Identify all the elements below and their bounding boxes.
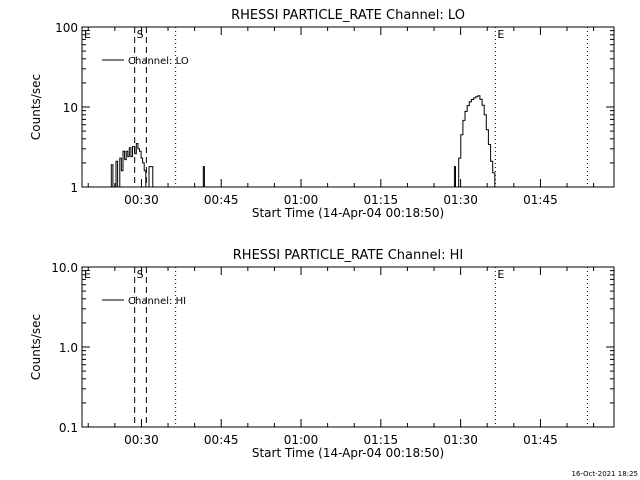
y-axis-label: Counts/sec: [29, 74, 43, 140]
legend-label: Channel: HI: [128, 296, 186, 307]
y-tick-label: 10.0: [51, 261, 78, 275]
x-tick-label: 01:15: [364, 433, 399, 447]
x-tick-label: 01:00: [284, 433, 319, 447]
chart-title: RHESSI PARTICLE_RATE Channel: LO: [231, 8, 465, 23]
y-tick-label: 0.1: [59, 421, 78, 435]
marker-letter: E: [497, 28, 504, 41]
x-tick-label: 01:30: [443, 433, 478, 447]
x-tick-label: 01:45: [523, 193, 558, 207]
marker-letter: S: [137, 28, 144, 41]
x-tick-label: 00:30: [124, 433, 159, 447]
y-axis-label: Counts/sec: [29, 314, 43, 380]
marker-letter: E: [497, 268, 504, 281]
marker-letter: E: [84, 28, 91, 41]
legend-label: Channel: LO: [128, 56, 189, 67]
x-tick-label: 00:30: [124, 193, 159, 207]
plot-frame: [81, 266, 615, 428]
marker-letter: S: [137, 268, 144, 281]
series-line-segment: [457, 95, 496, 188]
x-axis-label: Start Time (14-Apr-04 00:18:50): [252, 446, 444, 460]
series-line-segment: [110, 143, 147, 188]
marker-letter: E: [84, 268, 91, 281]
plot-frame: [81, 26, 615, 188]
x-tick-label: 01:45: [523, 433, 558, 447]
timestamp-text: 16-Oct-2021 18:25: [572, 470, 638, 478]
y-tick-label: 1.0: [59, 341, 78, 355]
y-tick-label: 1: [70, 181, 78, 195]
x-tick-label: 01:15: [364, 193, 399, 207]
series-line-segment: [147, 166, 154, 188]
y-tick-label: 10: [63, 101, 78, 115]
x-tick-label: 00:45: [204, 193, 239, 207]
x-tick-label: 01:00: [284, 193, 319, 207]
panel-hi: RHESSI PARTICLE_RATE Channel: HI 00:30 00:…: [29, 248, 615, 460]
panel-lo: RHESSI PARTICLE_RATE Channel: LO 00:30 00:…: [29, 8, 615, 220]
x-tick-label: 00:45: [204, 433, 239, 447]
y-tick-label: 100: [55, 21, 78, 35]
series-line-segment: [202, 166, 205, 188]
x-axis-label: Start Time (14-Apr-04 00:18:50): [252, 206, 444, 220]
x-tick-label: 01:30: [443, 193, 478, 207]
chart-title: RHESSI PARTICLE_RATE Channel: HI: [233, 248, 463, 263]
series-line-segment: [453, 166, 456, 188]
